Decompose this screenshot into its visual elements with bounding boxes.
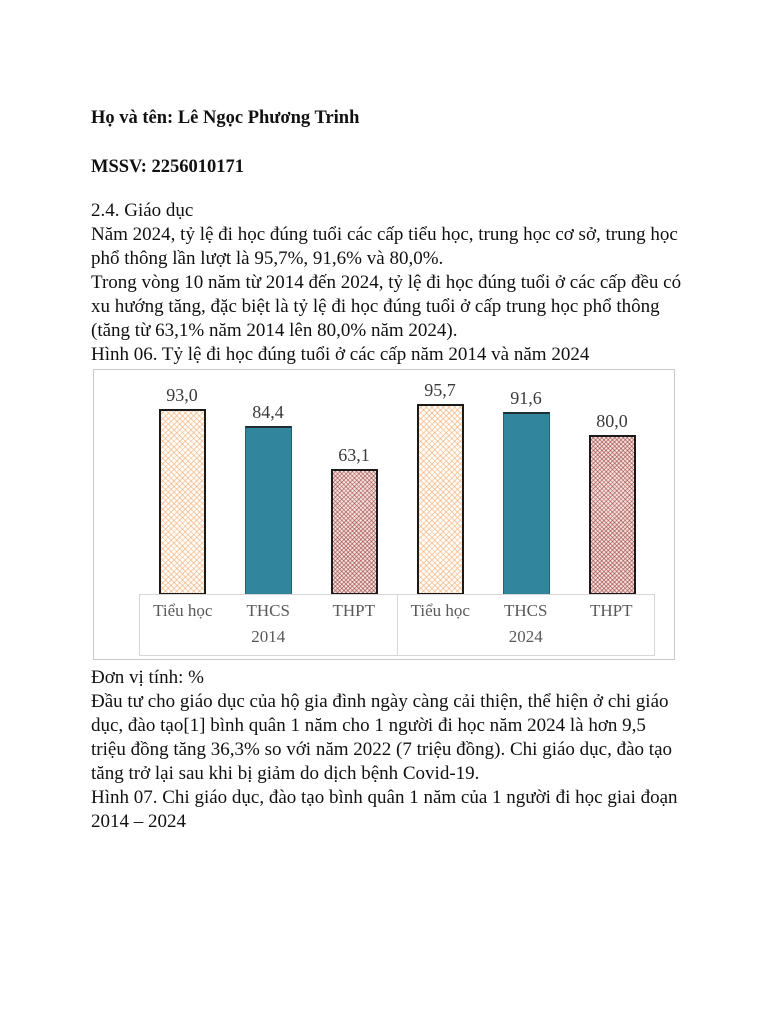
category-label-row: Tiểu học THCS THPT [398, 595, 655, 627]
bar-cell-2024-2: 91,6 [483, 370, 569, 595]
category-label: Tiểu học [153, 601, 213, 620]
axis-group-2024: Tiểu học THCS THPT 2024 [396, 595, 655, 655]
bar-value-label: 95,7 [424, 379, 456, 400]
category-label: THPT [590, 601, 633, 620]
unit-note: Đơn vị tính: % [91, 667, 204, 688]
student-id: MSSV: 2256010171 [91, 157, 244, 177]
category-label-row: Tiểu học THCS THPT [140, 595, 397, 627]
bar-cell-2024-3: 80,0 [569, 370, 655, 595]
category-label: THCS [246, 601, 290, 620]
bar-2024-THPT [588, 435, 636, 595]
chart-plot-area: 93,0 84,4 63,1 95,7 91,6 80,0 [139, 370, 655, 595]
student-name: Họ và tên: Lê Ngọc Phương Trinh [91, 108, 360, 128]
bar-cell-2014-2: 84,4 [225, 370, 311, 595]
bar-cell-2014-1: 93,0 [139, 370, 225, 595]
bar-cell-2014-3: 63,1 [311, 370, 397, 595]
bar-2014-THPT [330, 468, 378, 595]
paragraph-trend-10-years: Trong vòng 10 năm từ 2014 đến 2024, tỷ l… [91, 272, 682, 341]
figure-06-bar-chart: 93,0 84,4 63,1 95,7 91,6 80,0 Tiểu học THCS THP… [93, 369, 675, 660]
paragraph-education-spending: Đầu tư cho giáo dục của hộ gia đình ngày… [91, 691, 673, 784]
axis-group-2014: Tiểu học THCS THPT 2014 [140, 595, 397, 655]
figure-06-caption: Hình 06. Tỷ lệ đi học đúng tuổi ở các cấ… [91, 344, 590, 365]
bar-2014-THCS [244, 426, 292, 595]
bar-cell-2024-1: 95,7 [397, 370, 483, 595]
section-heading: 2.4. Giáo dục [91, 200, 194, 221]
bar-value-label: 91,6 [510, 387, 542, 408]
bar-2014-Tiểu học [158, 409, 206, 595]
category-label: THPT [332, 601, 376, 620]
category-label: THCS [504, 601, 548, 620]
year-label: 2014 [251, 627, 286, 646]
bar-value-label: 84,4 [252, 402, 284, 423]
figure-07-caption: Hình 07. Chi giáo dục, đào tạo bình quân… [91, 787, 678, 832]
bar-value-label: 80,0 [596, 411, 628, 431]
year-label: 2024 [508, 627, 543, 646]
bar-2024-Tiểu học [416, 403, 464, 595]
paragraph-enrollment-rates: Năm 2024, tỷ lệ đi học đúng tuổi các cấp… [91, 224, 678, 269]
bar-value-label: 63,1 [338, 444, 370, 465]
chart-axis-label-box: Tiểu học THCS THPT 2014 Tiểu học THCS THPT 2024 [139, 594, 655, 656]
bar-value-label: 93,0 [166, 385, 198, 405]
bar-2024-THCS [502, 411, 550, 595]
category-label: Tiểu học [410, 601, 470, 620]
